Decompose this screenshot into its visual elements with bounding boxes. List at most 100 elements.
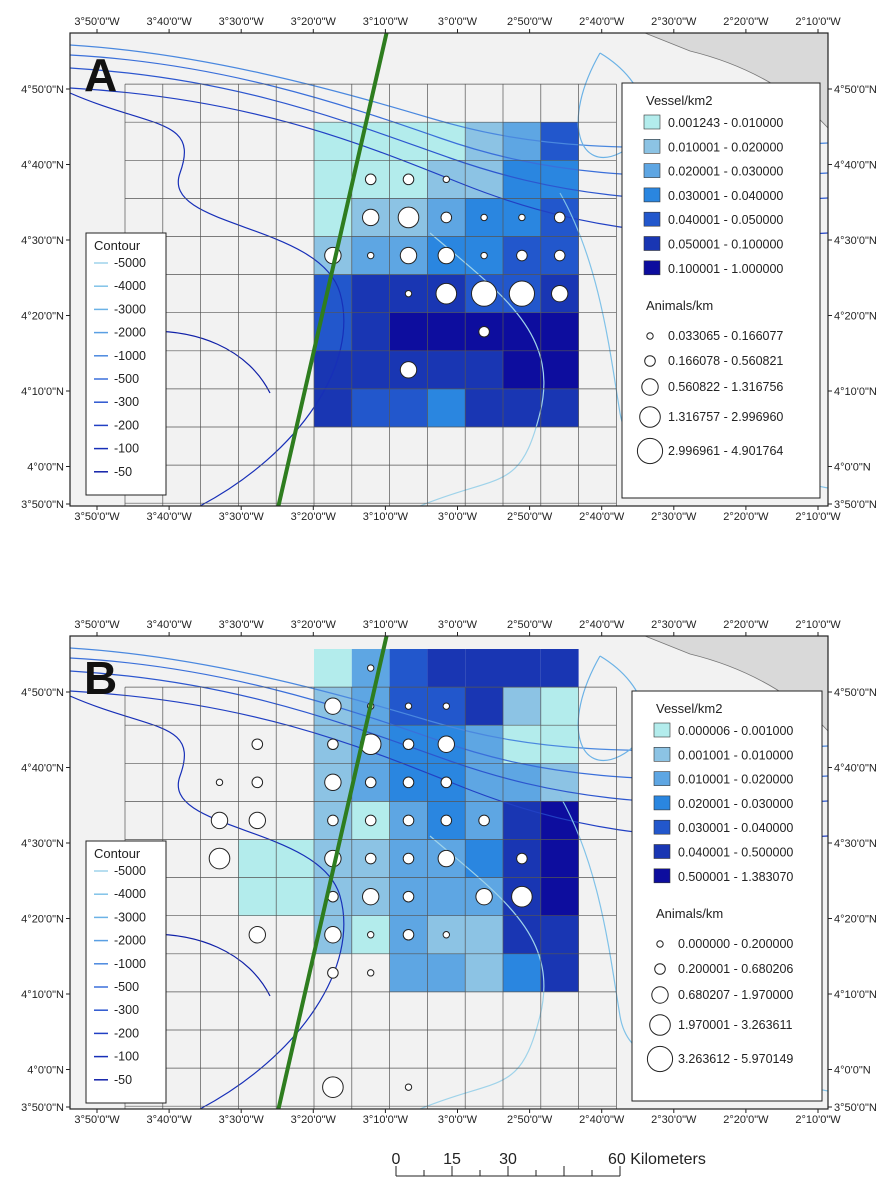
animals-legend-item: 0.560822 - 1.316756	[668, 380, 783, 394]
lon-label-top: 3°30'0"W	[219, 619, 265, 631]
vessel-cell	[314, 649, 352, 688]
animal-circle	[402, 852, 415, 865]
vessel-cell	[540, 350, 579, 389]
contour-legend-item: -2000	[114, 934, 146, 948]
animal-circle	[437, 735, 455, 753]
vessel-legend-title: Vessel/km2	[656, 701, 722, 716]
lat-label-left: 4°30'0"N	[21, 838, 64, 850]
animal-circle	[402, 928, 415, 941]
lat-label-left: 4°40'0"N	[21, 160, 64, 172]
lon-label-bottom: 2°40'0"W	[579, 1114, 625, 1126]
lon-label-bottom: 3°10'0"W	[363, 1114, 409, 1126]
vessel-cell	[540, 953, 579, 992]
lat-label-left: 4°20'0"N	[21, 311, 64, 323]
vessel-cell	[427, 649, 466, 688]
lat-label-left: 4°10'0"N	[21, 386, 64, 398]
animal-circle	[367, 664, 375, 672]
vessel-swatch	[643, 114, 661, 130]
animal-circle	[402, 738, 415, 751]
grid-lines	[124, 83, 617, 506]
animal-circle	[553, 249, 566, 262]
animal-swatch	[644, 355, 656, 367]
lat-label-right: 4°20'0"N	[834, 311, 877, 323]
lon-label-top: 3°0'0"W	[438, 619, 478, 631]
animal-circle	[471, 280, 498, 307]
scale-bar-label: 15	[443, 1151, 461, 1168]
vessel-cell	[465, 915, 503, 954]
vessel-cell	[503, 687, 541, 726]
animal-circle	[367, 931, 375, 939]
animal-circle	[516, 249, 528, 262]
animal-swatch	[646, 1045, 674, 1073]
animal-swatch	[636, 437, 664, 465]
lon-label-bottom: 2°50'0"W	[507, 511, 553, 523]
scale-bar: 0 15 30 60 Kilometers	[392, 1151, 706, 1177]
vessel-legend-item: 0.010001 - 0.020000	[668, 140, 783, 154]
animal-circle	[478, 814, 490, 827]
vessel-swatch	[653, 771, 671, 786]
lon-label-top: 3°50'0"W	[74, 619, 120, 631]
animal-circle	[327, 738, 339, 751]
animals-legend-item: 3.263612 - 5.970149	[678, 1052, 793, 1066]
map-panel-a: 3°50'0"W 3°50'0"W 3°40'0"W 3°40'0"W 3°30'0"W…	[21, 16, 877, 523]
lat-label-left: 4°10'0"N	[21, 989, 64, 1001]
animal-circle	[480, 213, 488, 222]
contour-legend-item: -1000	[114, 957, 146, 971]
vessel-legend-item: 0.050001 - 0.100000	[668, 238, 783, 252]
animals-legend-title: Animals/km	[656, 906, 723, 921]
animal-swatch	[651, 986, 669, 1004]
vessel-cell	[427, 877, 466, 916]
vessel-legend-item: 0.040001 - 0.050000	[668, 213, 783, 227]
vessel-cell	[540, 839, 579, 878]
contour-legend-item: -100	[114, 442, 139, 456]
lon-label-top: 2°20'0"W	[723, 16, 769, 28]
animal-swatch	[641, 378, 659, 396]
lat-label-right: 4°40'0"N	[834, 763, 877, 775]
animal-circle	[475, 887, 493, 906]
lon-label-top: 3°10'0"W	[363, 16, 409, 28]
lon-label-bottom: 2°10'0"W	[795, 511, 841, 523]
scale-bar-label: 0	[392, 1151, 401, 1168]
map-frame	[69, 635, 829, 1110]
map-panel-b: 3°50'0"W 3°50'0"W 3°40'0"W 3°40'0"W 3°30'0"W…	[21, 619, 877, 1126]
lon-label-top: 3°10'0"W	[363, 619, 409, 631]
vessel-cell	[351, 388, 390, 427]
vessel-legend-title: Vessel/km2	[646, 93, 712, 108]
vessel-cell	[389, 388, 428, 427]
contour-legend-item: -500	[114, 372, 139, 386]
vessel-cell	[503, 801, 541, 840]
vessel-cell	[389, 122, 428, 161]
vessel-cell	[314, 122, 352, 161]
animals-legend-item: 1.970001 - 3.263611	[678, 1018, 793, 1032]
contour-legend-title: Contour	[94, 846, 141, 861]
panel-letter: A	[84, 49, 117, 101]
vessel-cell	[465, 649, 503, 688]
contour-legend-item: -3000	[114, 910, 146, 924]
animals-legend-item: 0.680207 - 1.970000	[678, 988, 793, 1002]
lat-label-left: 4°50'0"N	[21, 687, 64, 699]
vessel-legend-item: 0.100001 - 1.000000	[668, 262, 783, 276]
vessel-legend-item: 0.010001 - 0.020000	[678, 773, 793, 787]
lon-label-top: 2°30'0"W	[651, 619, 697, 631]
vessel-cell	[465, 839, 503, 878]
vessel-cell	[540, 160, 579, 199]
vessel-cell	[503, 725, 541, 764]
animal-circle	[364, 852, 377, 865]
lat-label-right: 4°0'0"N	[834, 1065, 871, 1077]
vessel-swatch	[643, 236, 661, 251]
lat-label-left: 4°20'0"N	[21, 914, 64, 926]
animal-circle	[442, 702, 450, 710]
vessel-legend-item: 0.030001 - 0.040000	[678, 821, 793, 835]
vessel-cell	[314, 274, 352, 313]
animal-circle	[327, 814, 339, 827]
animal-circle	[362, 208, 380, 227]
animal-circle	[251, 776, 264, 789]
lon-label-bottom: 3°50'0"W	[74, 511, 120, 523]
lon-label-bottom: 2°30'0"W	[651, 511, 697, 523]
vessel-cell	[540, 649, 579, 688]
animal-circle	[324, 926, 342, 944]
vessel-cell	[427, 388, 466, 427]
contour-line	[419, 835, 545, 1109]
animals-legend-item: 2.996961 - 4.901764	[668, 444, 783, 458]
lat-label-left: 4°40'0"N	[21, 763, 64, 775]
